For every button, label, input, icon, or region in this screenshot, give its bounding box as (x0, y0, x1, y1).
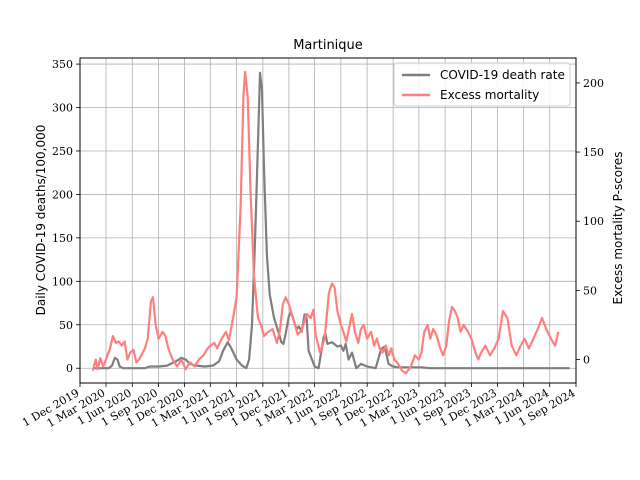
legend-box (393, 62, 571, 107)
y-left-tick-label: 150 (52, 232, 73, 245)
legend-label-covid-death-rate: COVID-19 death rate (440, 68, 565, 82)
y-right-tick-label: 100 (583, 215, 604, 228)
y-left-tick-label: 200 (52, 188, 73, 201)
y-right-tick-label: 50 (583, 284, 597, 297)
series-layer (91, 70, 570, 375)
legend-label-excess-mortality: Excess mortality (440, 88, 539, 102)
plot-frame (79, 57, 577, 384)
y-axis-left: 0 50 100 150 200 250 300 350 (52, 58, 80, 375)
series-line-covid-death-rate (92, 71, 570, 370)
y-left-tick-label: 350 (52, 58, 73, 71)
chart-title: Martinique (293, 38, 363, 53)
y-right-tick-label: 150 (583, 146, 604, 159)
y-axis-left-label: Daily COVID-19 deaths/100,000 (34, 125, 48, 316)
y-right-tick-label: 200 (583, 77, 604, 90)
y-left-tick-label: 250 (52, 145, 73, 158)
y-left-tick-label: 300 (52, 102, 73, 115)
legend: COVID-19 death rate Excess mortality (393, 62, 571, 107)
y-axis-right: 0 50 100 150 200 (576, 77, 604, 366)
y-right-tick-label: 0 (583, 353, 590, 366)
y-left-tick-label: 100 (52, 275, 73, 288)
series-line-excess-mortality (91, 70, 560, 375)
y-left-tick-label: 50 (59, 319, 73, 332)
y-axis-right-label: Excess mortality P-scores (611, 152, 625, 305)
y-left-tick-label: 0 (66, 362, 73, 375)
